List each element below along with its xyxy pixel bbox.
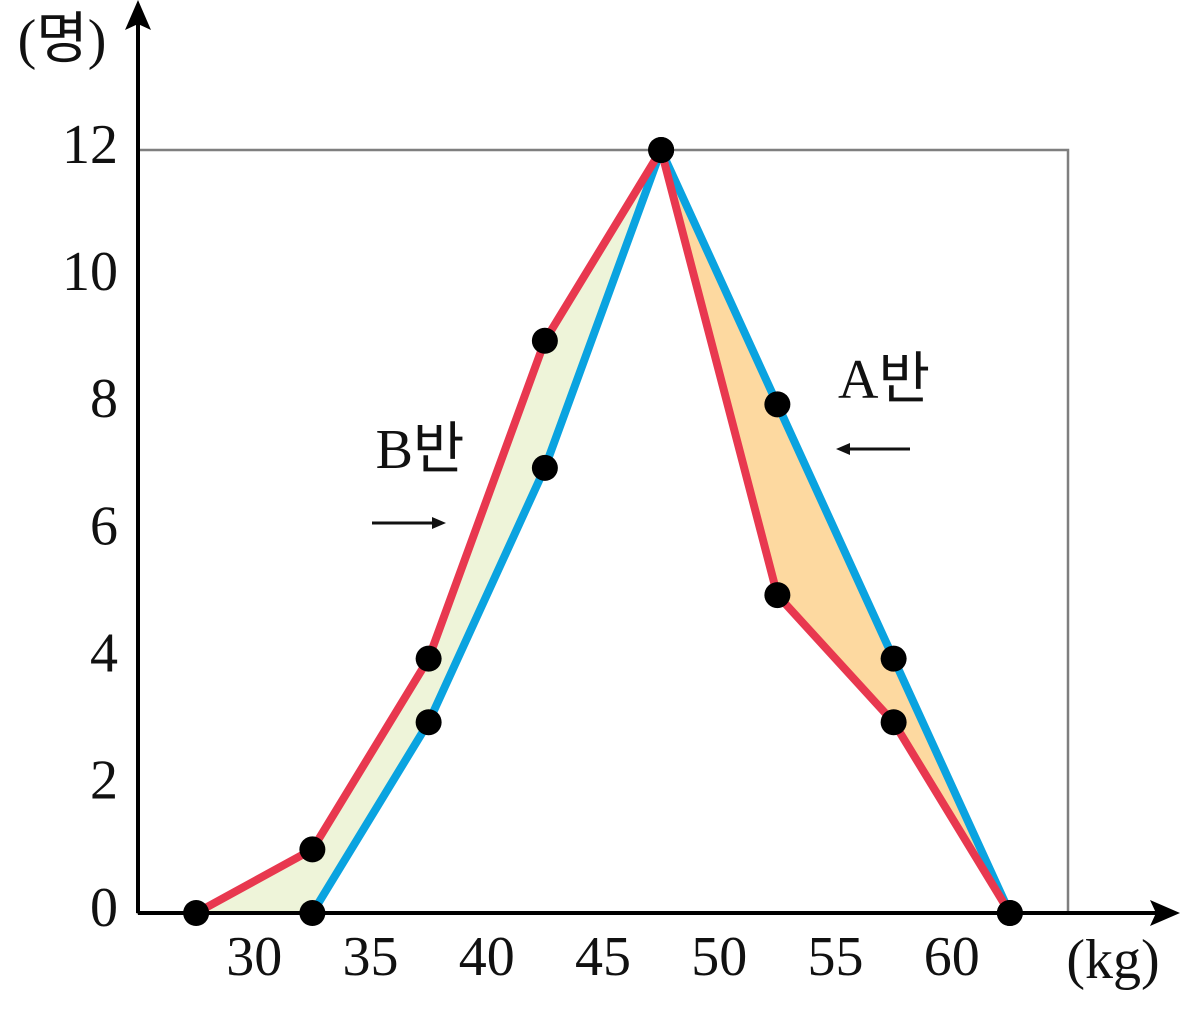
x-tick-label: 40	[459, 926, 515, 988]
y-tick-label: 0	[90, 877, 118, 939]
x-axis-arrow	[1150, 900, 1180, 926]
data-point	[415, 645, 442, 672]
data-point	[531, 454, 558, 481]
data-point	[764, 582, 791, 609]
x-tick-label: 30	[226, 926, 282, 988]
data-point	[531, 327, 558, 354]
x-tick-label: 60	[924, 926, 980, 988]
data-point	[648, 137, 675, 163]
annotation-arrow-head	[836, 443, 850, 455]
annotation-arrow-head	[432, 517, 446, 529]
y-axis-label: (명)	[18, 9, 107, 71]
x-tick-label: 50	[691, 926, 747, 988]
points	[183, 137, 1023, 926]
y-axis-arrow	[125, 0, 151, 30]
data-point	[880, 709, 907, 736]
series-line	[194, 146, 1014, 917]
x-axis-label: (kg)	[1066, 929, 1159, 991]
y-tick-label: 6	[90, 495, 118, 557]
data-point	[880, 645, 907, 672]
x-tick-label: 35	[343, 926, 399, 988]
fills	[196, 150, 1010, 913]
tick-labels: 0 2 4 6 8 10 12 30 35 40 45 50 55 60	[62, 114, 980, 988]
data-point	[183, 900, 210, 926]
series-label: A반	[838, 349, 930, 411]
data-point	[415, 709, 442, 736]
y-tick-label: 10	[62, 241, 118, 303]
y-tick-label: 12	[62, 114, 118, 176]
y-tick-label: 4	[90, 623, 118, 685]
series-line	[308, 146, 1014, 916]
data-point	[996, 900, 1023, 926]
data-point	[764, 391, 791, 418]
data-point	[299, 836, 326, 863]
data-point	[299, 900, 326, 926]
y-tick-label: 2	[90, 750, 118, 812]
x-tick-label: 55	[808, 926, 864, 988]
series-label: B반	[376, 419, 465, 481]
y-tick-label: 8	[90, 368, 118, 430]
x-tick-label: 45	[575, 926, 631, 988]
